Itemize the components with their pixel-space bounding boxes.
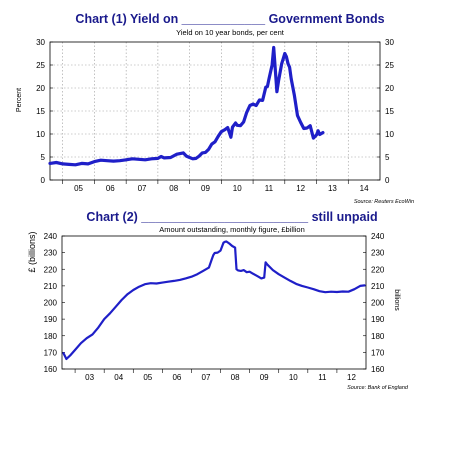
- chart-1-x-tick-label: 07: [138, 184, 147, 193]
- chart-2-y-tick-label: 190: [44, 315, 58, 324]
- chart-1-y-ticks: 0 0 5 5 10 10 15 15 20 20 25 25 30 30: [36, 38, 394, 185]
- chart-2-x-tick-label: 09: [260, 373, 269, 382]
- chart-2-x-tick-label: 07: [202, 373, 211, 382]
- chart-2-y-tick-label: 170: [44, 348, 58, 357]
- chart-2-x-ticks: 03 04 05 06 07 08 09 10 11 12: [74, 369, 356, 382]
- chart-2-y-tick-label-right: 200: [371, 299, 385, 308]
- chart-2-y-tick-label: 180: [44, 332, 58, 341]
- chart-1-x-tick-label: 09: [201, 184, 210, 193]
- chart-1-subtitle: Yield on 10 year bonds, per cent: [176, 28, 285, 37]
- chart-2-y-tick-label-right: 240: [371, 232, 385, 241]
- chart-1-x-tick-label: 10: [233, 184, 242, 193]
- chart-1-title: Chart (1) Yield on ____________ Governme…: [75, 12, 384, 26]
- chart-2-source: Source: Bank of England: [347, 385, 409, 391]
- chart-2-y-tick-label: 240: [44, 232, 58, 241]
- chart-2-y-tick-label: 210: [44, 282, 58, 291]
- chart-2-y-tick-label: 160: [44, 365, 58, 374]
- chart-2-x-tick-label: 08: [231, 373, 240, 382]
- chart-1-y-axis-label: Percent: [16, 88, 23, 112]
- chart-2-y-tick-label-right: 220: [371, 265, 385, 274]
- chart-1-y-tick-label-right: 10: [385, 130, 394, 139]
- chart-2-title: Chart (2) ________________________ still…: [86, 210, 377, 224]
- chart-1-y-tick-label: 0: [41, 176, 46, 185]
- chart-2-y-ticks: 160 160 170 170 180 180 190 190 200 200 210 210 220 2…: [44, 232, 385, 374]
- chart-1-x-tick-label: 12: [296, 184, 305, 193]
- chart-2-y-tick-label-right: 190: [371, 315, 385, 324]
- chart-1-y-tick-label-right: 20: [385, 84, 394, 93]
- chart-1-y-tick-label: 25: [36, 61, 45, 70]
- chart-1-x-tick-label: 05: [74, 184, 83, 193]
- chart-2-x-tick-label: 10: [289, 373, 298, 382]
- chart-2-x-tick-label: 06: [172, 373, 181, 382]
- chart-2-y-tick-label-right: 230: [371, 249, 385, 258]
- chart-2: Chart (2) ________________________ still…: [27, 210, 409, 391]
- chart-1-y-tick-label-right: 15: [385, 107, 394, 116]
- chart-1-y-tick-label: 10: [36, 130, 45, 139]
- chart-1-y-tick-label-right: 0: [385, 176, 390, 185]
- chart-2-y-tick-label-right: 170: [371, 348, 385, 357]
- chart-1-y-tick-label-right: 5: [385, 153, 390, 162]
- chart-1-series: [48, 45, 325, 167]
- chart-1-y-tick-label: 30: [36, 38, 45, 47]
- chart-1-y-tick-label: 15: [36, 107, 45, 116]
- chart-2-y-tick-label: 200: [44, 299, 58, 308]
- chart-1-x-tick-label: 11: [265, 184, 274, 193]
- chart-1-plot-frame: [49, 41, 381, 181]
- chart-1-x-ticks: 05 06 07 08 09 10 11 12 13 14: [62, 180, 369, 193]
- chart-2-subtitle: Amount outstanding, monthly figure, £bil…: [159, 225, 305, 234]
- chart-1-gridlines: [50, 42, 380, 180]
- chart-1-source: Source: Reuters EcoWin: [354, 199, 414, 205]
- chart-2-x-tick-label: 04: [114, 373, 123, 382]
- chart-1-y-tick-label: 5: [41, 153, 46, 162]
- chart-2-plot-frame: [61, 235, 367, 370]
- chart-1-series-line: [48, 45, 325, 167]
- chart-2-series-line: [62, 240, 366, 361]
- chart-1-y-tick-label: 20: [36, 84, 45, 93]
- chart-1-x-tick-label: 14: [360, 184, 369, 193]
- chart-2-x-tick-label: 03: [85, 373, 94, 382]
- chart-2-series: [62, 240, 366, 361]
- chart-2-y-axis-label: £ (billions): [27, 231, 37, 272]
- chart-1-x-tick-label: 08: [169, 184, 178, 193]
- chart-2-y-tick-label-right: 180: [371, 332, 385, 341]
- chart-1-y-tick-label-right: 25: [385, 61, 394, 70]
- chart-1-y-tick-label-right: 30: [385, 38, 394, 47]
- chart-2-y-tick-label: 230: [44, 249, 58, 258]
- chart-1-x-tick-label: 06: [106, 184, 115, 193]
- chart-2-x-tick-label: 05: [143, 373, 152, 382]
- chart-2-y-tick-label-right: 160: [371, 365, 385, 374]
- chart-2-y-tick-label: 220: [44, 265, 58, 274]
- chart-1: Chart (1) Yield on ____________ Governme…: [16, 12, 414, 205]
- chart-2-x-tick-label: 11: [318, 373, 327, 382]
- chart-2-x-tick-label: 12: [347, 373, 356, 382]
- chart-2-y-tick-label-right: 210: [371, 282, 385, 291]
- chart-2-y-axis-label-right: billions: [393, 289, 400, 311]
- chart-1-x-tick-label: 13: [328, 184, 337, 193]
